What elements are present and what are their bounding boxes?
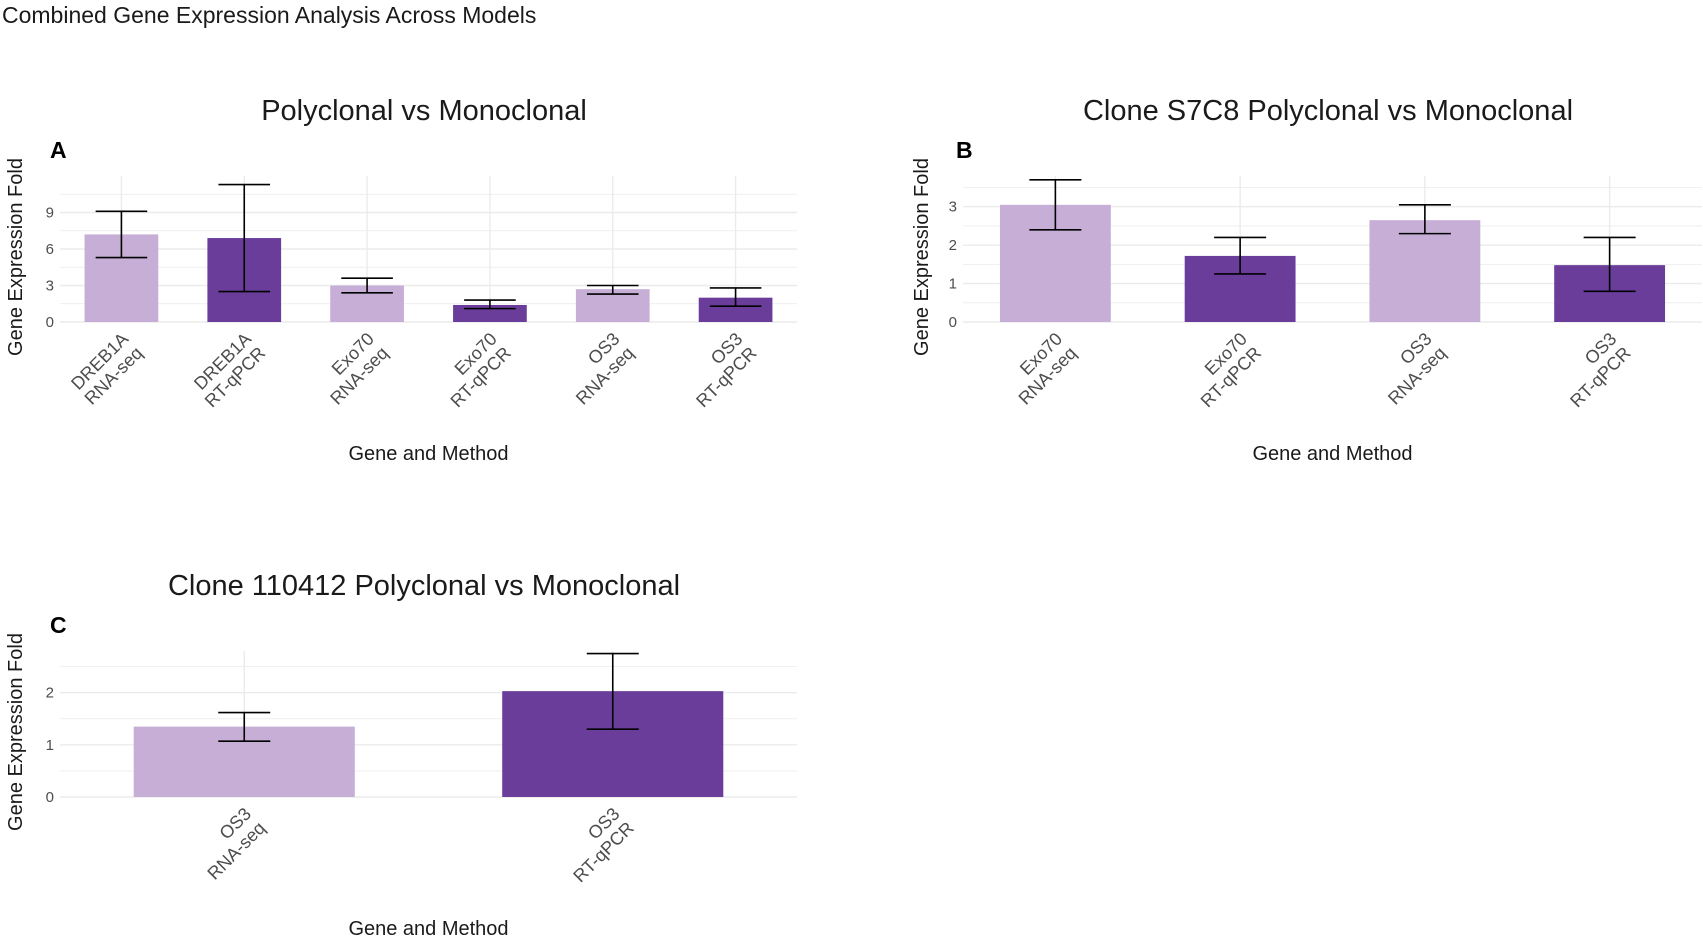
- bar-os3-rna-seq: [1369, 220, 1481, 322]
- y-axis-label: Gene Expression Fold: [5, 633, 27, 831]
- y-tick-label: 2: [949, 237, 957, 254]
- y-tick-label: 0: [46, 789, 54, 806]
- panel-title: Clone 110412 Polyclonal vs Monoclonal: [168, 570, 680, 602]
- x-tick-label: Exo70RNA-seq: [312, 329, 392, 409]
- panel-title: Clone S7C8 Polyclonal vs Monoclonal: [1083, 95, 1573, 127]
- panel-tag: A: [50, 137, 67, 163]
- x-axis-label: Gene and Method: [348, 443, 508, 465]
- panel-C: 0 1 2 OS3RNA-seq OS3RT-qPCR Clone 110412 Poly…: [5, 570, 797, 938]
- figure-title: Combined Gene Expression Analysis Across…: [2, 2, 536, 28]
- panel-A: 0 3 6 9 DREB1ARNA-seq DREB1ART-qPCR Exo70RNA-s…: [5, 95, 797, 465]
- panel-title: Polyclonal vs Monoclonal: [261, 95, 587, 127]
- y-axis-label: Gene Expression Fold: [911, 158, 933, 356]
- y-tick-label: 3: [949, 199, 957, 216]
- y-tick-label: 0: [46, 314, 54, 331]
- y-tick-label: 3: [46, 278, 54, 295]
- y-tick-label: 1: [949, 276, 957, 293]
- x-axis-label: Gene and Method: [348, 918, 508, 938]
- x-tick-label: Exo70RT-qPCR: [1183, 329, 1266, 412]
- x-tick-label: Exo70RT-qPCR: [432, 329, 515, 412]
- x-tick-label: OS3RNA-seq: [558, 329, 638, 409]
- x-tick-label: OS3RT-qPCR: [1552, 329, 1635, 412]
- y-tick-label: 0: [949, 314, 957, 331]
- y-tick-label: 6: [46, 241, 54, 258]
- y-tick-label: 2: [46, 685, 54, 702]
- y-axis-label: Gene Expression Fold: [5, 158, 27, 356]
- x-axis-label: Gene and Method: [1252, 443, 1412, 465]
- x-tick-label: OS3RT-qPCR: [555, 804, 638, 887]
- x-tick-label: DREB1ART-qPCR: [187, 329, 270, 412]
- x-tick-label: Exo70RNA-seq: [1000, 329, 1080, 409]
- y-tick-label: 1: [46, 737, 54, 754]
- x-tick-label: OS3RT-qPCR: [678, 329, 761, 412]
- panel-tag: C: [50, 612, 67, 638]
- y-tick-label: 9: [46, 205, 54, 222]
- x-tick-label: OS3RNA-seq: [1370, 329, 1450, 409]
- x-tick-label: OS3RNA-seq: [189, 804, 269, 884]
- panel-B: 0 1 2 3 Exo70RNA-seq Exo70RT-qPCR OS3RNA-seq OS…: [911, 95, 1702, 465]
- x-tick-label: DREB1ARNA-seq: [66, 329, 146, 409]
- panel-tag: B: [956, 137, 973, 163]
